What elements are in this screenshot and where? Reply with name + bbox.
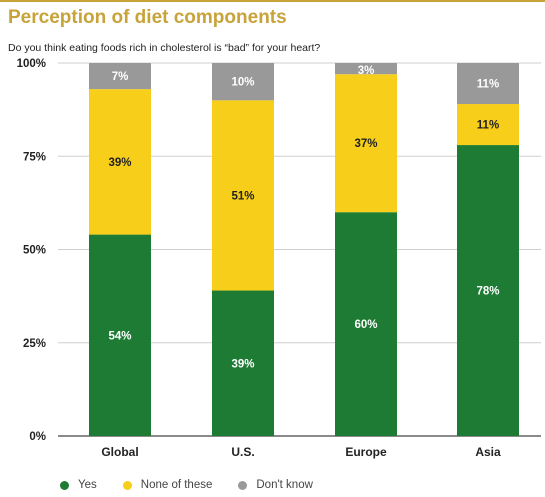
- x-category-label: Asia: [475, 445, 501, 459]
- data-label: 11%: [477, 79, 499, 91]
- data-label: 78%: [476, 286, 499, 298]
- y-tick-label: 75%: [23, 151, 46, 163]
- data-label: 39%: [108, 157, 131, 169]
- legend-swatch-icon: [122, 480, 132, 490]
- y-tick-label: 0%: [29, 431, 46, 443]
- bar-segment-asia-0: [457, 145, 519, 436]
- legend-label: Yes: [78, 479, 97, 491]
- x-category-label: Europe: [345, 445, 387, 459]
- data-label: 37%: [354, 138, 377, 150]
- bar-segment-global-1: [89, 89, 151, 235]
- y-tick-label: 25%: [23, 338, 46, 350]
- bar-segment-us-1: [212, 100, 274, 291]
- data-label: 10%: [231, 77, 254, 89]
- y-tick-label: 100%: [17, 58, 46, 70]
- legend: Yes None of these Don't know: [60, 479, 313, 491]
- legend-item: Yes: [60, 479, 97, 491]
- data-label: 54%: [108, 330, 131, 342]
- legend-label: Don't know: [256, 479, 313, 491]
- legend-item: Don't know: [238, 479, 313, 491]
- data-label: 39%: [231, 358, 254, 370]
- bar-segment-asia-2: [457, 63, 519, 105]
- y-tick-label: 50%: [23, 245, 46, 257]
- legend-item: None of these: [122, 479, 213, 491]
- bar-segment-europe-0: [335, 212, 397, 436]
- data-label: 7%: [112, 71, 129, 83]
- data-label: 51%: [231, 190, 254, 202]
- bar-segment-global-0: [89, 234, 151, 436]
- legend-swatch-icon: [60, 480, 69, 490]
- data-label: 3%: [358, 65, 375, 77]
- legend-label: None of these: [140, 479, 213, 491]
- bar-segment-global-2: [89, 63, 151, 90]
- legend-swatch-icon: [238, 480, 248, 490]
- bar-segment-us-0: [212, 290, 274, 436]
- chart-subtitle: Do you think eating foods rich in choles…: [8, 42, 321, 54]
- top-rule: [0, 0, 545, 2]
- data-label: 11%: [477, 120, 499, 132]
- chart-title: Perception of diet components: [8, 7, 287, 28]
- bar-segment-europe-1: [335, 74, 397, 213]
- bar-segment-asia-1: [457, 104, 519, 146]
- x-category-label: Global: [101, 445, 138, 459]
- data-label: 60%: [354, 319, 377, 331]
- x-category-label: U.S.: [231, 445, 254, 459]
- bar-segment-us-2: [212, 63, 274, 101]
- bar-segment-europe-2: [335, 63, 397, 75]
